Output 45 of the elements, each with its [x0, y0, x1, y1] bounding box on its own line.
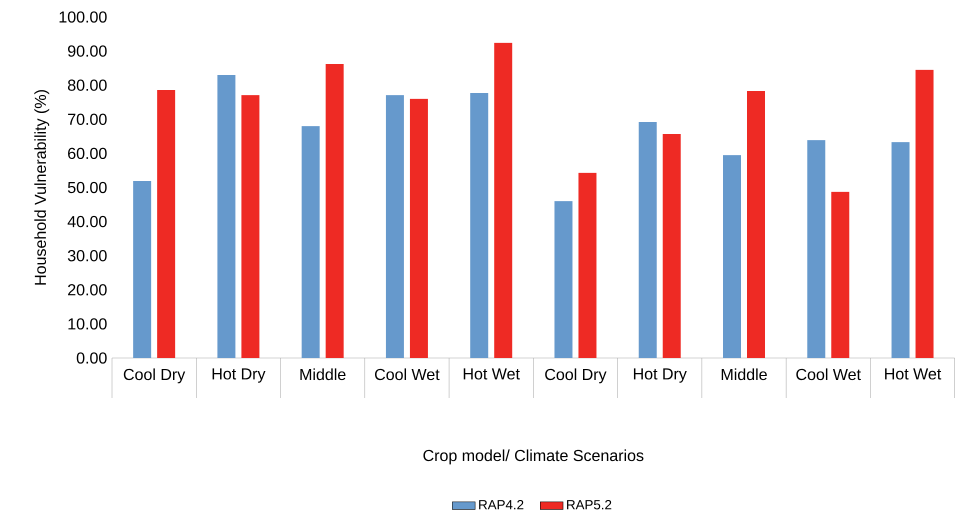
bar: [133, 181, 152, 358]
bar: [662, 134, 681, 358]
y-tick-label: 60.00: [68, 148, 107, 160]
x-tick-label: Cool Wet: [796, 368, 861, 380]
x-tick-label: Cool Dry: [124, 368, 186, 384]
y-tick-label: 0.00: [76, 352, 107, 364]
y-tick-label: 90.00: [68, 46, 107, 57]
y-tick-label: 100.00: [60, 12, 107, 23]
y-axis-title: Household Vulnerability (%): [34, 90, 50, 285]
bar: [554, 201, 572, 358]
y-tick-label: 40.00: [68, 216, 107, 228]
bar: [410, 99, 428, 358]
x-tick-label: Middle: [722, 368, 767, 380]
bar: [578, 173, 596, 358]
bar: [470, 93, 488, 358]
y-tick-label: 80.00: [68, 80, 107, 92]
x-tick-label: Hot Wet: [464, 368, 520, 380]
y-tick-label: 10.00: [68, 318, 107, 330]
bar: [723, 155, 742, 358]
y-tick-label: 70.00: [68, 114, 107, 126]
bar: [638, 122, 657, 358]
x-tick-label: Hot Dry: [212, 368, 266, 383]
bar: [157, 90, 176, 358]
bar: [747, 91, 766, 358]
bar: [807, 140, 826, 358]
bar: [892, 142, 910, 358]
x-tick-label: Cool Wet: [375, 368, 440, 380]
y-tick-label: 30.00: [68, 250, 107, 262]
bar: [326, 64, 344, 358]
legend-label: RAP5.2: [567, 500, 612, 510]
bar: [302, 126, 320, 358]
x-tick-label: Hot Wet: [885, 368, 942, 380]
bar: [241, 95, 260, 358]
bar: [916, 70, 934, 358]
y-tick-label: 20.00: [68, 284, 107, 296]
x-axis-title: Crop model/ Climate Scenarios: [423, 450, 644, 465]
bar: [217, 75, 236, 358]
x-tick-label: Hot Dry: [634, 368, 687, 383]
bar: [831, 192, 850, 358]
bar: [494, 43, 512, 358]
y-tick-label: 50.00: [68, 182, 107, 194]
x-tick-label: Cool Dry: [545, 368, 607, 384]
bar: [386, 95, 404, 358]
legend-label: RAP4.2: [479, 500, 524, 510]
x-tick-label: Middle: [300, 368, 346, 380]
